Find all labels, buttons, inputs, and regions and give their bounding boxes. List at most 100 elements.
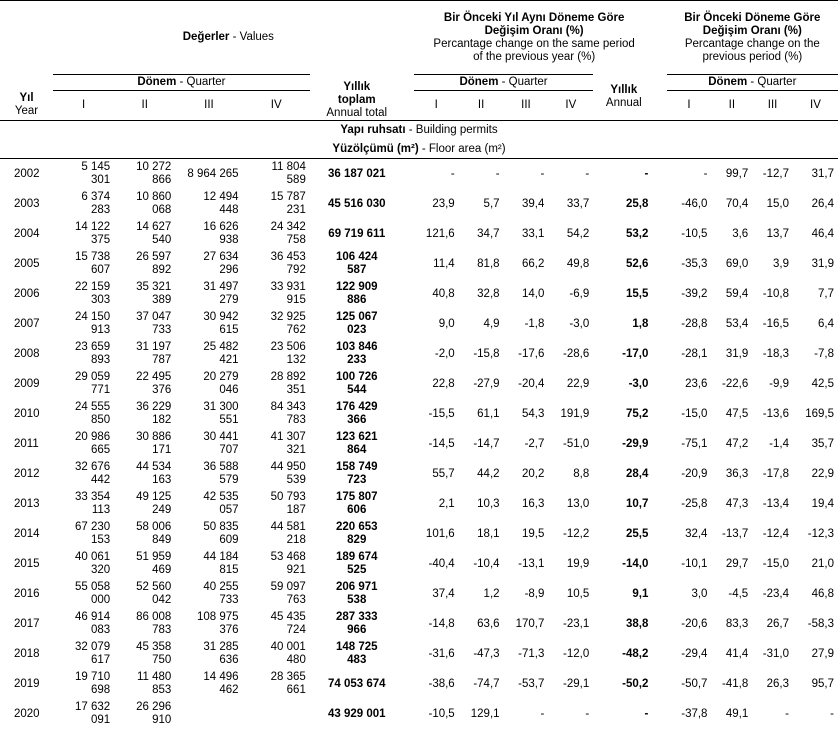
pp-change-cell: -10,8 bbox=[762, 287, 789, 300]
yoy-change-cell: 19,5 bbox=[522, 527, 545, 540]
q1-header: I bbox=[413, 90, 459, 121]
pp-change-cell: 21,0 bbox=[811, 557, 834, 570]
quarter-value-cell: 40 255 733 bbox=[203, 581, 239, 606]
pp-change-cell: 3,9 bbox=[772, 257, 789, 270]
year-cell: 2017 bbox=[14, 617, 40, 630]
annual-total-cell: 158 749 723 bbox=[335, 461, 378, 486]
pp-change-cell: - bbox=[703, 167, 708, 180]
annual-total-cell: 69 719 611 bbox=[328, 227, 386, 240]
yoy-change-cell: 44,2 bbox=[477, 467, 500, 480]
quarter-value-cell: 25 482 421 bbox=[203, 341, 239, 366]
yoy-change-cell: 10,3 bbox=[477, 497, 500, 510]
spacer bbox=[654, 699, 666, 729]
pp-change-cell: -13,6 bbox=[762, 407, 789, 420]
year-header: Yıl Year bbox=[14, 92, 39, 118]
pp-change-cell: 70,4 bbox=[725, 197, 749, 210]
year-cell: 2013 bbox=[14, 497, 40, 510]
yoy-change-cell: -20,4 bbox=[518, 377, 545, 390]
year-cell: 2018 bbox=[14, 647, 40, 660]
spacer bbox=[404, 309, 414, 339]
yoy-change-cell: 11,4 bbox=[433, 257, 455, 270]
yoy-change-cell: - bbox=[540, 167, 545, 180]
year-cell: 2003 bbox=[14, 197, 40, 210]
pp-change-cell: -13,7 bbox=[722, 527, 749, 540]
quarter-value-cell: 8 964 265 bbox=[187, 167, 239, 180]
yoy-change-cell: - bbox=[585, 707, 590, 720]
year-cell: 2009 bbox=[14, 377, 40, 390]
year-cell: 2020 bbox=[14, 707, 40, 720]
spacer bbox=[404, 669, 414, 699]
yoy-change-cell: 55,7 bbox=[432, 467, 455, 480]
pp-change-cell: -25,8 bbox=[681, 497, 708, 510]
yoy-change-cell: -38,6 bbox=[428, 677, 455, 690]
pp-change-cell: -12,3 bbox=[807, 527, 834, 540]
table-row: 2002 5 145 301 10 272 866 8 964 265 11 804 589 3… bbox=[0, 159, 838, 190]
quarter-value-cell: 32 079 617 bbox=[74, 641, 111, 666]
pp-change-cell: 3,6 bbox=[732, 227, 749, 240]
quarter-header-pp: Dönem - Quarter bbox=[666, 74, 838, 91]
pp-change-cell: -18,3 bbox=[762, 347, 789, 360]
quarter-header-yoy: Dönem - Quarter bbox=[413, 74, 594, 91]
quarter-value-cell: 59 097 763 bbox=[270, 581, 306, 606]
q4-header: IV bbox=[548, 90, 594, 121]
quarter-header-values: Dönem - Quarter bbox=[53, 74, 310, 91]
pp-change-cell: -46,0 bbox=[681, 197, 708, 210]
quarter-value-cell bbox=[175, 699, 242, 729]
quarter-value-cell: 86 008 783 bbox=[136, 611, 172, 636]
quarter-value-cell: 32 925 762 bbox=[270, 311, 306, 336]
year-cell: 2007 bbox=[14, 317, 40, 330]
year-cell: 2011 bbox=[14, 437, 39, 450]
quarter-value-cell: 24 150 913 bbox=[74, 311, 111, 336]
pp-change-cell: 15,0 bbox=[766, 197, 789, 210]
yoy-change-cell: -15,5 bbox=[428, 407, 455, 420]
spacer bbox=[404, 699, 414, 729]
yoy-change-cell: 22,8 bbox=[432, 377, 455, 390]
yoy-change-cell: -12,2 bbox=[563, 527, 590, 540]
annual-total-cell: 106 424 587 bbox=[335, 251, 378, 276]
pp-change-cell: 19,4 bbox=[811, 497, 834, 510]
yoy-change-cell: 54,3 bbox=[522, 407, 545, 420]
spacer bbox=[404, 189, 414, 219]
quarter-value-cell: 15 787 231 bbox=[270, 191, 306, 216]
yoy-annual-cell: 10,7 bbox=[626, 497, 649, 510]
yoy-annual-cell: -48,2 bbox=[622, 647, 649, 660]
spacer bbox=[654, 489, 666, 519]
yoy-change-cell: -28,6 bbox=[563, 347, 590, 360]
yoy-annual-cell: - bbox=[644, 167, 649, 180]
table-row: 2010 24 555 850 36 229 182 31 300 551 84 343 783… bbox=[0, 399, 838, 429]
table-row: 2003 6 374 283 10 860 068 12 494 448 15 787 231 4… bbox=[0, 189, 838, 219]
yoy-change-cell: -14,5 bbox=[428, 437, 455, 450]
quarter-value-cell: 28 892 351 bbox=[270, 371, 306, 396]
yoy-annual-cell: -29,9 bbox=[622, 437, 649, 450]
values-header: Değerler - Values bbox=[53, 0, 404, 75]
pp-change-cell: 99,7 bbox=[725, 167, 749, 180]
spacer bbox=[654, 249, 666, 279]
pp-change-cell: 36,3 bbox=[725, 467, 749, 480]
spacer bbox=[654, 159, 666, 190]
yoy-change-cell: 101,6 bbox=[425, 527, 455, 540]
quarter-value-cell: 46 914 083 bbox=[74, 611, 111, 636]
yoy-change-cell: 1,2 bbox=[483, 587, 500, 600]
year-cell: 2004 bbox=[14, 227, 40, 240]
yoy-change-cell: 20,2 bbox=[522, 467, 545, 480]
yoy-change-cell: -53,7 bbox=[518, 677, 545, 690]
pp-change-cell: 47,2 bbox=[725, 437, 749, 450]
yoy-annual-cell: 52,6 bbox=[626, 257, 649, 270]
yoy-annual-cell: 25,8 bbox=[626, 197, 649, 210]
table-header: Değerler - Values Bir Önceki Yıl Aynı Dö… bbox=[0, 0, 838, 159]
annual-total-cell: 175 807 606 bbox=[335, 491, 378, 516]
yoy-change-cell: -29,1 bbox=[563, 677, 590, 690]
spacer bbox=[404, 279, 414, 309]
table-row: 2004 14 122 375 14 627 540 16 626 938 24 342 758… bbox=[0, 219, 838, 249]
spacer bbox=[654, 579, 666, 609]
annual-total-cell: 176 429 366 bbox=[335, 401, 378, 426]
annual-total-cell: 189 674 525 bbox=[335, 551, 378, 576]
table-row: 2017 46 914 083 86 008 783 108 975 376 45 435 72… bbox=[0, 609, 838, 639]
table-row: 2014 67 230 153 58 006 849 50 835 609 44 581 218… bbox=[0, 519, 838, 549]
quarter-value-cell: 30 942 615 bbox=[203, 311, 239, 336]
pp-change-cell: 26,4 bbox=[811, 197, 834, 210]
quarter-value-cell: 26 597 892 bbox=[136, 251, 172, 276]
quarter-value-cell: 44 184 815 bbox=[203, 551, 239, 576]
yoy-change-cell: -2,0 bbox=[434, 347, 455, 360]
spacer bbox=[404, 219, 414, 249]
